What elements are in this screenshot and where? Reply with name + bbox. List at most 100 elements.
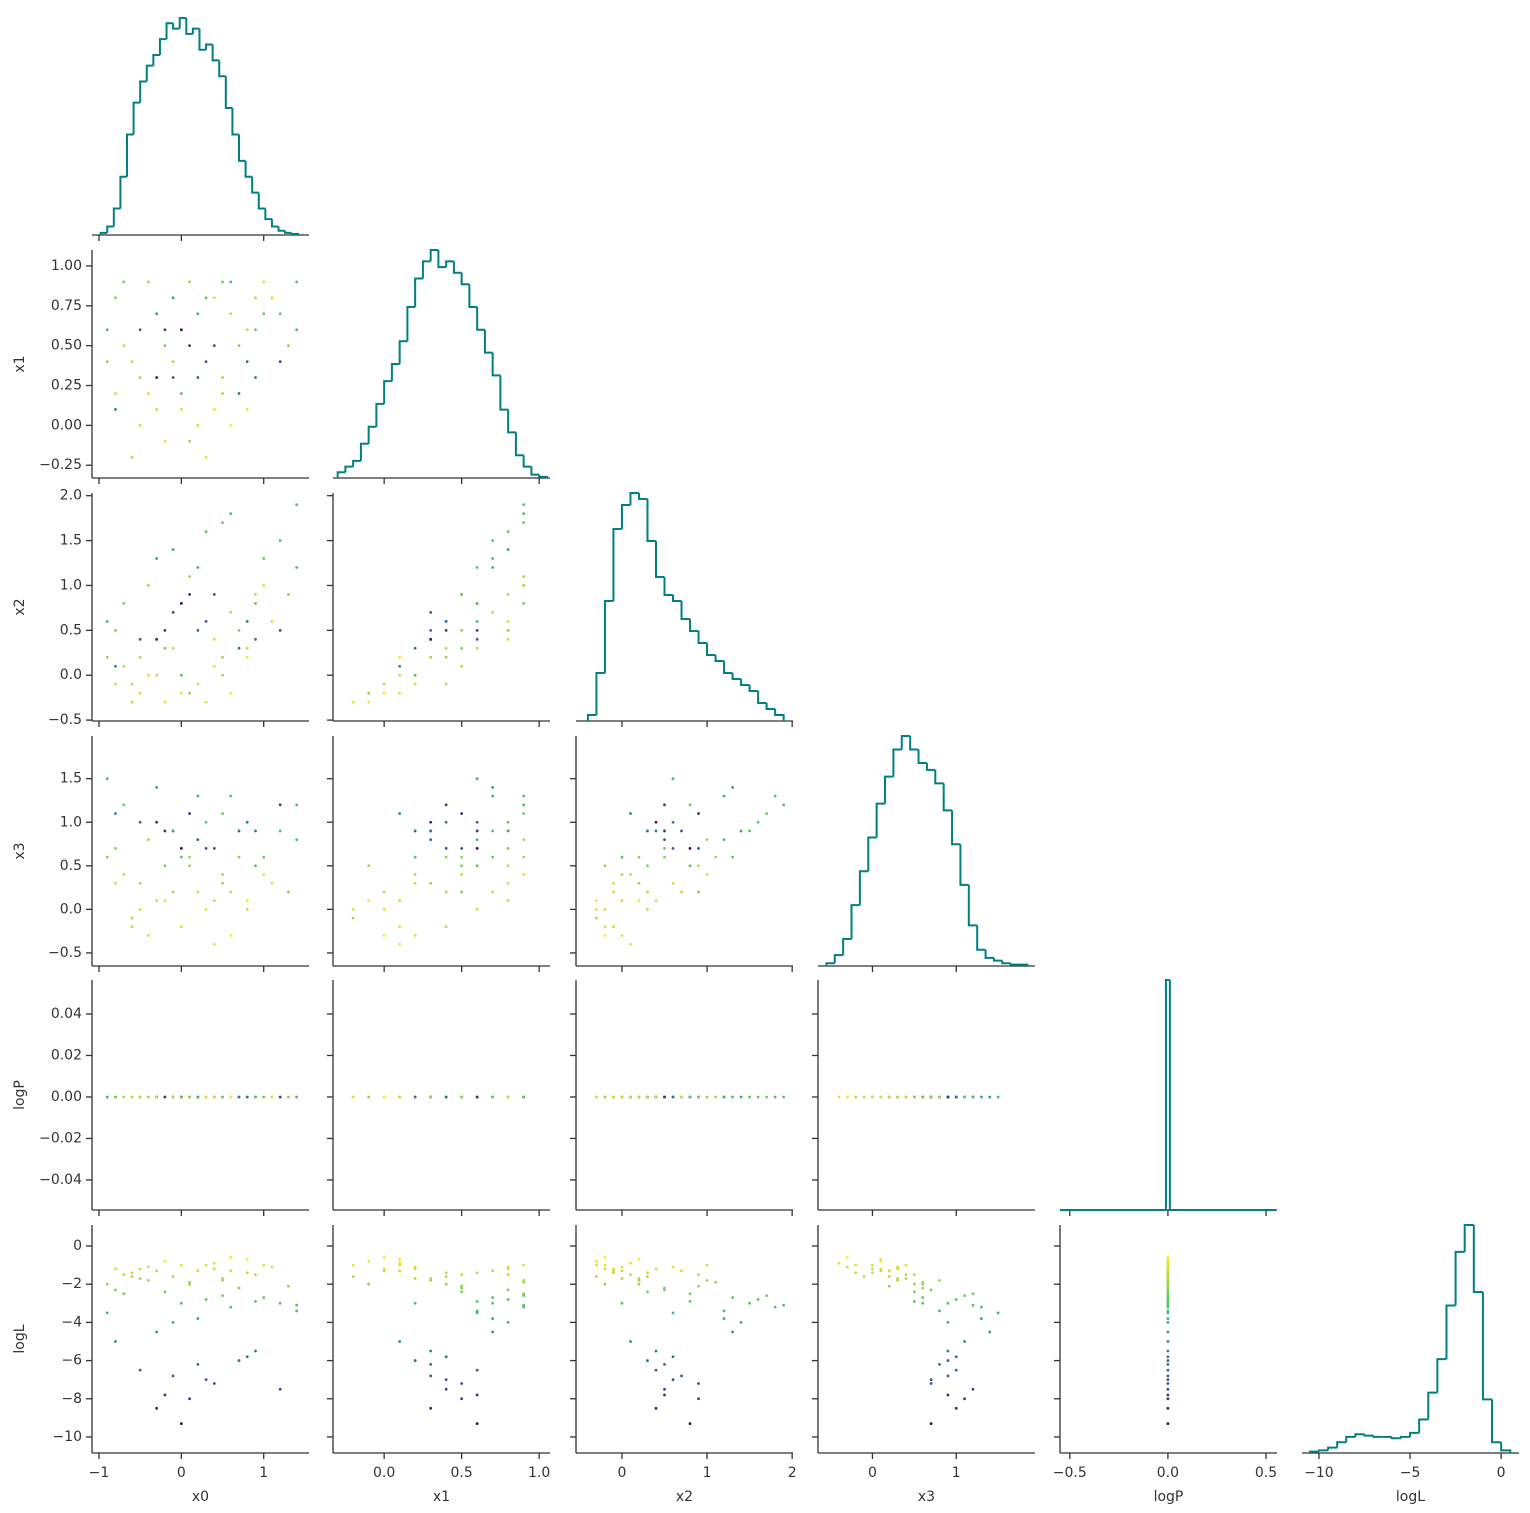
scatter-point <box>475 1095 479 1099</box>
scatter-point <box>522 1095 526 1099</box>
scatter-point <box>646 829 649 833</box>
scatter-point <box>756 820 760 824</box>
scatter-point <box>270 1095 274 1099</box>
scatter-point <box>105 619 109 623</box>
scatter-point <box>722 794 726 798</box>
scatter-point <box>506 530 510 533</box>
scatter-point <box>491 829 495 833</box>
histogram-bin <box>765 703 776 710</box>
scatter-point <box>988 1330 992 1334</box>
histogram-bin <box>185 18 193 35</box>
y-tick-label: −0.02 <box>39 1130 82 1146</box>
histogram-bin <box>507 409 516 434</box>
scatter-point <box>522 812 526 815</box>
scatter-point <box>278 829 282 833</box>
scatter-point <box>114 812 117 815</box>
histogram-bin <box>538 474 548 478</box>
scatter-point <box>475 602 479 605</box>
scatter-point <box>413 855 417 859</box>
histogram-bin <box>421 260 431 279</box>
scatter-point <box>278 1095 282 1099</box>
scatter-point <box>429 610 433 614</box>
histogram-bin <box>603 600 614 673</box>
histogram-bin <box>620 504 631 529</box>
scatter-point <box>671 1378 675 1382</box>
scatter-point <box>629 942 632 946</box>
scatter-point <box>229 691 233 695</box>
scatter-point <box>739 1095 743 1099</box>
scatter-point <box>475 1393 479 1397</box>
scatter-point <box>491 1317 495 1320</box>
x-tick-label: 2 <box>788 1465 797 1481</box>
scatter-point <box>671 846 675 850</box>
scatter-point <box>229 1256 233 1259</box>
scatter-point <box>854 1271 858 1275</box>
histogram-bin <box>842 937 852 956</box>
scatter-point <box>739 1320 743 1324</box>
scatter-point <box>971 1387 975 1391</box>
scatter-point <box>122 344 126 348</box>
scatter-point <box>522 584 526 587</box>
scatter-point <box>295 328 299 332</box>
x-axis-label: x0 <box>192 1489 209 1505</box>
histogram-bin <box>637 493 648 500</box>
scatter-point <box>114 1340 117 1343</box>
scatter-point <box>506 628 510 632</box>
scatter-point <box>351 1095 355 1099</box>
scatter-point <box>204 820 208 824</box>
scatter-point <box>262 855 266 859</box>
scatter-point <box>147 392 150 395</box>
histogram-bin <box>1418 1418 1429 1433</box>
histogram-bin <box>406 306 416 342</box>
scatter-point <box>254 1273 257 1277</box>
x-tick-label: −5 <box>1400 1465 1421 1481</box>
scatter-point <box>714 1095 717 1099</box>
scatter-point <box>196 566 200 569</box>
scatter-point <box>254 296 257 300</box>
scatter-point <box>491 890 495 894</box>
scatter-point <box>688 1292 692 1296</box>
scatter-point <box>147 280 150 284</box>
y-tick-label: −0.5 <box>48 712 82 728</box>
y-tick-label: −10 <box>52 1429 82 1445</box>
scatter-point <box>929 1095 933 1099</box>
scatter-point <box>506 864 510 868</box>
scatter-point <box>398 691 402 695</box>
scatter-point <box>491 1301 495 1305</box>
histogram-bin <box>119 175 127 209</box>
scatter-point <box>278 312 282 316</box>
scatter-point <box>444 803 448 807</box>
scatter-point <box>954 1298 958 1301</box>
histogram-bin <box>612 528 622 601</box>
scatter-point <box>603 1267 607 1271</box>
scatter-point <box>506 1267 510 1271</box>
scatter-point <box>904 1277 908 1280</box>
histogram-bin <box>1463 1224 1474 1252</box>
scatter-point <box>398 942 402 946</box>
scatter-point <box>229 610 233 614</box>
y-tick-label: −0.04 <box>39 1172 82 1188</box>
scatter-point <box>522 575 526 578</box>
histogram-bin <box>1168 980 1276 1211</box>
scatter-point <box>612 925 615 929</box>
scatter-point <box>163 628 167 632</box>
scatter-point <box>138 328 142 332</box>
histogram-bin <box>1164 979 1170 1210</box>
scatter-point <box>1166 1374 1170 1378</box>
scatter-point <box>196 1095 200 1099</box>
scatter-point <box>287 344 290 348</box>
scatter-point <box>1166 1359 1170 1362</box>
scatter-point <box>603 1256 607 1259</box>
histogram-bin <box>1491 1399 1502 1444</box>
scatter-point <box>413 682 417 686</box>
scatter-point <box>221 655 224 659</box>
scatter-point <box>171 890 175 894</box>
x-axis-label: x3 <box>918 1489 935 1505</box>
scatter-point <box>637 881 641 885</box>
scatter-point <box>646 1271 649 1275</box>
scatter-point <box>147 673 150 677</box>
scatter-point <box>212 408 216 411</box>
histogram-bin <box>825 962 835 966</box>
scatter-point <box>697 1273 700 1277</box>
scatter-point <box>171 610 175 614</box>
